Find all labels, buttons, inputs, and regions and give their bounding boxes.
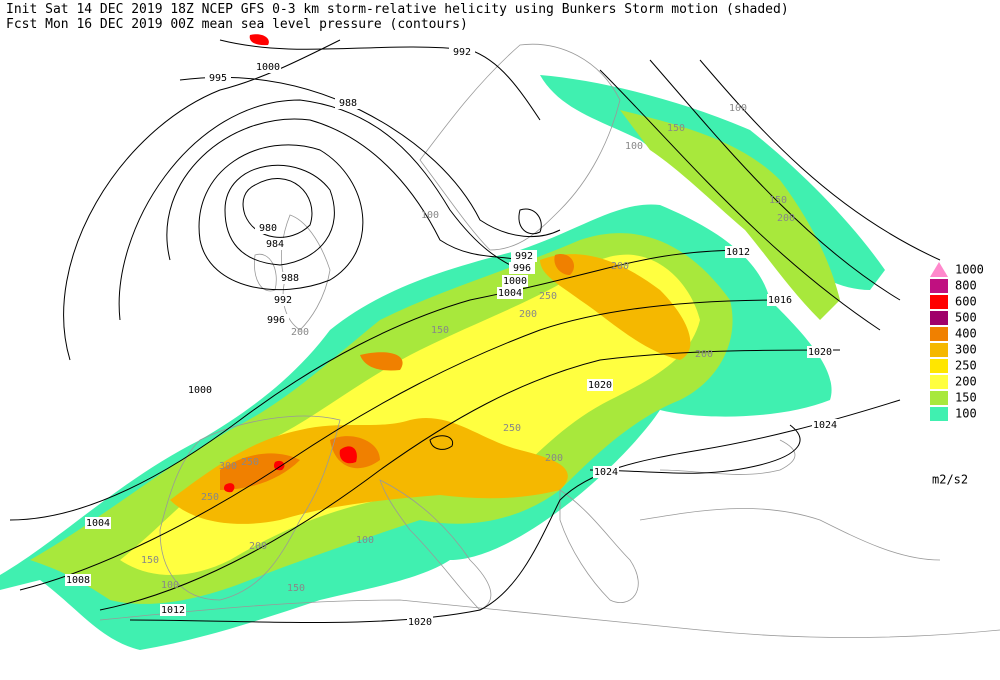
helicity-shading <box>0 34 885 650</box>
isobar-label: 988 <box>281 273 299 284</box>
isobar-label: 1008 <box>66 575 90 586</box>
isobar-label-bg <box>205 72 231 84</box>
isobar-label: 1000 <box>256 62 280 73</box>
isobar-label: 1012 <box>726 247 750 258</box>
isobar-label: 1004 <box>86 518 110 529</box>
isobar-label-bg <box>187 384 213 396</box>
helicity-label: 100 <box>356 535 374 546</box>
legend-label: 100 <box>955 407 977 421</box>
isobar-label-bg <box>497 287 523 299</box>
legend-swatch <box>930 359 948 373</box>
helicity-label: 150 <box>431 325 449 336</box>
isobar-label: 992 <box>274 295 292 306</box>
helicity-label: 250 <box>503 423 521 434</box>
isobar-label-bg <box>449 46 475 58</box>
isobar-label: 992 <box>515 251 533 262</box>
helicity-label: 150 <box>769 195 787 206</box>
legend-label: 250 <box>955 359 977 373</box>
legend-label: 300 <box>955 343 977 357</box>
legend-swatch <box>930 262 948 277</box>
legend-label: 200 <box>955 375 977 389</box>
helicity-label: 200 <box>249 541 267 552</box>
isobar-label: 1016 <box>768 295 792 306</box>
isobar-label-bg <box>509 262 535 274</box>
isobar-label-bg <box>255 222 281 234</box>
isobars <box>9 39 941 623</box>
legend-unit: m2/s2 <box>932 473 968 487</box>
helicity-label: 100 <box>161 580 179 591</box>
legend-label: 1000 <box>955 263 984 277</box>
isobar-label: 984 <box>266 239 284 250</box>
isobar-label: 980 <box>259 223 277 234</box>
legend-label: 400 <box>955 327 977 341</box>
legend-label: 800 <box>955 279 977 293</box>
helicity-label: 200 <box>519 309 537 320</box>
isobar-label-bg <box>277 272 303 284</box>
helicity-label: 100 <box>729 103 747 114</box>
header-line-1: Init Sat 14 DEC 2019 18Z NCEP GFS 0-3 km… <box>6 2 789 17</box>
helicity-label: 200 <box>291 327 309 338</box>
legend-swatch <box>930 375 948 389</box>
isobar-label-bg <box>407 616 433 628</box>
isobar-label: 996 <box>513 263 531 274</box>
isobar-label: 996 <box>267 315 285 326</box>
isobar-label: 992 <box>453 47 471 58</box>
isobar-label-bg <box>263 314 289 326</box>
isobar-label-bg <box>502 275 528 287</box>
legend-swatch <box>930 311 948 325</box>
helicity-label: 250 <box>201 492 219 503</box>
isobar-label-bg <box>65 574 91 586</box>
isobar-label-bg <box>812 419 838 431</box>
isobar-label-bg <box>160 604 186 616</box>
isobar-label-bg <box>262 238 288 250</box>
helicity-label: 200 <box>777 213 795 224</box>
isobar-label-bg <box>725 246 751 258</box>
helicity-label: 200 <box>611 261 629 272</box>
helicity-label: 250 <box>539 291 557 302</box>
helicity-label: 150 <box>287 583 305 594</box>
helicity-label: 150 <box>667 123 685 134</box>
isobar-label: 995 <box>209 73 227 84</box>
isobar-label-bg <box>270 294 296 306</box>
helicity-label: 100 <box>421 210 439 221</box>
isobar-label-bg <box>807 346 833 358</box>
helicity-label: 200 <box>545 453 563 464</box>
legend-swatch <box>930 407 948 421</box>
helicity-label: 250 <box>241 457 259 468</box>
helicity-label: 300 <box>219 461 237 472</box>
isobar-label: 1000 <box>503 276 527 287</box>
helicity-label: 150 <box>141 555 159 566</box>
isobar-label-bg <box>85 517 111 529</box>
legend-swatch <box>930 343 948 357</box>
isobar-label: 988 <box>339 98 357 109</box>
legend-label: 150 <box>955 391 977 405</box>
header-line-2: Fcst Mon 16 DEC 2019 00Z mean sea level … <box>6 17 468 32</box>
isobar-label: 1024 <box>594 467 618 478</box>
isobar-label-bg <box>593 466 619 478</box>
isobar-label-bg <box>767 294 793 306</box>
isobar-label: 1012 <box>161 605 185 616</box>
isobar-label: 1020 <box>408 617 432 628</box>
isobar-label-bg <box>511 250 537 262</box>
legend-swatch <box>930 327 948 341</box>
isobar-label: 1004 <box>498 288 522 299</box>
isobar-label: 1000 <box>188 385 212 396</box>
legend-swatch <box>930 295 948 309</box>
legend-swatch <box>930 391 948 405</box>
legend-label: 500 <box>955 311 977 325</box>
isobar-label: 1024 <box>813 420 837 431</box>
helicity-label: 200 <box>695 349 713 360</box>
isobar-label-bg <box>587 379 613 391</box>
isobar-label-bg <box>255 61 281 73</box>
isobar-label: 1020 <box>808 347 832 358</box>
isobar-label: 1020 <box>588 380 612 391</box>
helicity-label: 100 <box>625 141 643 152</box>
legend-label: 600 <box>955 295 977 309</box>
legend-swatch <box>930 279 948 293</box>
isobar-label-bg <box>335 97 361 109</box>
